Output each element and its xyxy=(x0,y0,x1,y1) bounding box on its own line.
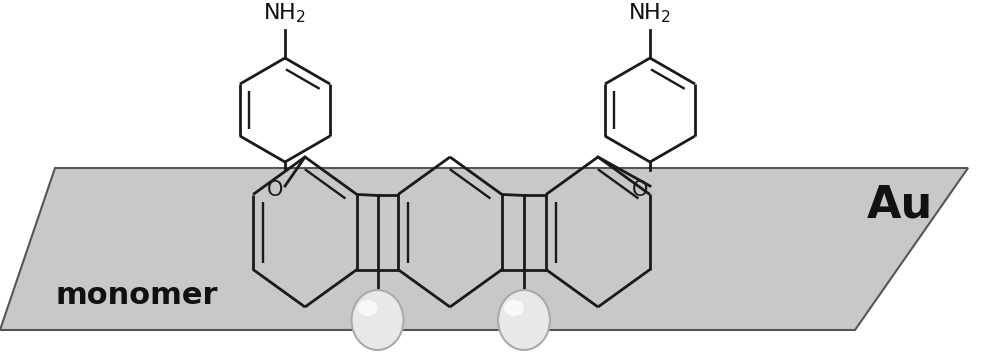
Text: O: O xyxy=(267,180,283,200)
Text: Au: Au xyxy=(867,184,933,226)
Text: NH$_2$: NH$_2$ xyxy=(263,1,307,25)
Ellipse shape xyxy=(358,300,378,316)
Text: O: O xyxy=(632,180,648,200)
Polygon shape xyxy=(0,168,968,330)
Ellipse shape xyxy=(498,290,550,350)
Ellipse shape xyxy=(504,300,524,316)
Ellipse shape xyxy=(352,290,404,350)
Text: NH$_2$: NH$_2$ xyxy=(628,1,672,25)
Text: monomer: monomer xyxy=(55,280,218,310)
